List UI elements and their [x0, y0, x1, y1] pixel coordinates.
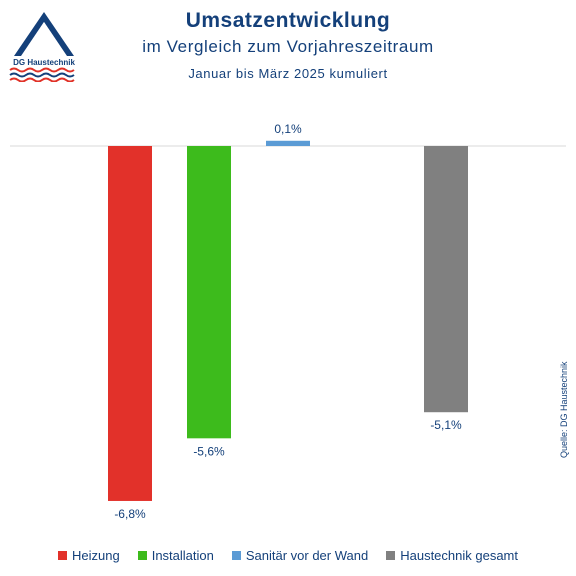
data-label: -5,1% — [430, 418, 462, 432]
logo-text: DG Haustechnik — [13, 58, 75, 67]
legend-swatch — [231, 551, 241, 560]
chart-period: Januar bis März 2025 kumuliert — [188, 66, 388, 81]
legend-swatch — [58, 551, 67, 560]
house-logo-icon: DG Haustechnik — [9, 12, 75, 83]
bar-installation — [187, 146, 231, 439]
legend-label: Sanitär vor der Wand — [245, 548, 369, 563]
legend-label: Installation — [151, 548, 214, 563]
legend-item-sanitaer: Sanitär vor der Wand — [231, 548, 369, 563]
bar-heizung — [108, 146, 152, 501]
legend-label: Haustechnik gesamt — [400, 548, 518, 563]
data-label: 0,1% — [274, 122, 302, 136]
bar-haustechnik-gesamt — [424, 146, 468, 413]
chart-subtitle: im Vergleich zum Vorjahreszeitraum — [142, 37, 434, 56]
legend-item-gesamt: Haustechnik gesamt — [386, 548, 518, 563]
legend: Heizung Installation Sanitär vor der Wan… — [0, 548, 576, 563]
legend-item-heizung: Heizung — [58, 548, 120, 563]
data-label: -5,6% — [193, 444, 225, 458]
source-note: Quelle: DG Haustechnik — [559, 361, 569, 458]
legend-swatch — [386, 551, 396, 560]
legend-swatch — [137, 551, 147, 560]
chart-title: Umsatzentwicklung — [185, 9, 391, 32]
bar-sanit-r-vor-der-wand — [266, 140, 310, 146]
legend-item-installation: Installation — [137, 548, 214, 563]
legend-label: Heizung — [72, 548, 120, 563]
logo: DG Haustechnik — [8, 8, 80, 83]
data-label: -6,8% — [114, 507, 146, 521]
